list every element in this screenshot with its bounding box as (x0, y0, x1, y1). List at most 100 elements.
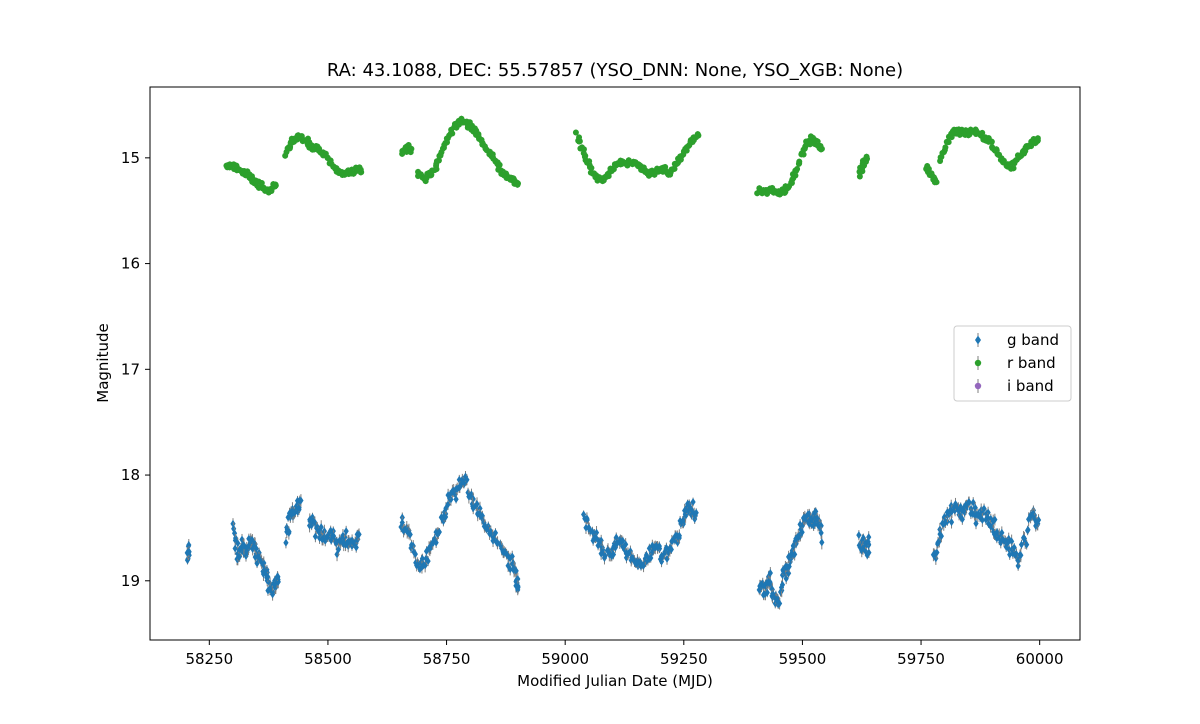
data-point (345, 542, 351, 551)
data-point (693, 508, 699, 517)
data-point (186, 547, 192, 556)
data-point (818, 528, 824, 537)
data-point (973, 519, 979, 528)
data-point (992, 515, 998, 524)
data-point (668, 545, 674, 554)
data-point (1026, 515, 1032, 524)
data-point (510, 559, 516, 568)
data-point (769, 585, 775, 594)
data-point (425, 557, 431, 566)
data-point (945, 139, 952, 146)
y-tick-label: 17 (121, 360, 140, 378)
legend: g band r band i band (953, 325, 1072, 402)
x-tick-label: 60000 (1016, 650, 1064, 668)
data-point (465, 488, 471, 497)
data-point (254, 559, 260, 568)
data-point (256, 553, 262, 562)
data-point (999, 528, 1005, 537)
legend-item: r band (974, 354, 1056, 372)
data-point (1018, 551, 1024, 560)
data-point (813, 507, 819, 516)
data-point (857, 543, 863, 552)
legend-label: i band (1007, 377, 1054, 395)
legend-box (953, 325, 1072, 402)
data-point (983, 510, 989, 519)
data-point (312, 532, 318, 541)
data-point (419, 554, 425, 563)
data-point (597, 540, 603, 549)
data-point (429, 538, 436, 547)
y-tick-label: 18 (121, 466, 140, 484)
x-tick-label: 59250 (660, 650, 708, 668)
data-point (643, 551, 650, 560)
data-point (583, 523, 589, 532)
data-point (1030, 509, 1036, 518)
data-point (610, 550, 617, 559)
data-point (491, 533, 497, 542)
data-point (1009, 537, 1015, 546)
legend-marker (975, 335, 981, 345)
data-point (451, 486, 457, 495)
data-point (1021, 534, 1028, 543)
x-tick-label: 58250 (185, 650, 233, 668)
legend-item: i band (974, 377, 1054, 395)
data-point (856, 173, 863, 180)
data-point (321, 533, 328, 542)
data-point (295, 507, 301, 516)
data-point (682, 510, 689, 519)
data-point (503, 550, 510, 559)
data-point (1024, 540, 1030, 549)
data-point (272, 576, 278, 585)
data-point (515, 583, 521, 592)
data-point (818, 146, 825, 153)
data-point (514, 180, 521, 187)
data-point (810, 512, 816, 521)
data-point (1011, 543, 1017, 552)
data-point (353, 543, 359, 552)
data-point (937, 530, 943, 539)
data-point (284, 525, 290, 534)
data-point (438, 513, 444, 522)
data-point (265, 572, 271, 581)
x-tick-label: 58500 (304, 650, 352, 668)
data-point (796, 158, 803, 165)
data-point (580, 146, 587, 153)
data-point (410, 541, 416, 550)
data-point (979, 516, 985, 525)
data-point (485, 525, 492, 534)
data-point (232, 544, 238, 553)
data-point (944, 508, 950, 517)
data-point (989, 522, 995, 531)
data-point (966, 498, 972, 507)
data-point (335, 545, 342, 554)
data-point (648, 554, 654, 563)
data-point (680, 516, 686, 525)
data-point (622, 545, 628, 554)
data-point (576, 138, 583, 145)
data-point (260, 570, 267, 579)
data-point (398, 522, 404, 531)
data-point (794, 166, 801, 173)
data-point (593, 528, 600, 537)
data-point (584, 514, 590, 523)
x-axis: 58250 58500 58750 59000 59250 59500 59750 60000 (185, 640, 1064, 668)
data-point (767, 568, 773, 577)
data-point (470, 495, 476, 504)
data-point (692, 511, 698, 520)
data-point (482, 521, 488, 530)
data-point (642, 554, 648, 563)
data-point (235, 539, 241, 548)
data-point (307, 515, 313, 524)
data-point (958, 512, 964, 521)
data-point (767, 578, 773, 587)
data-point (411, 547, 417, 556)
data-point (464, 475, 470, 484)
data-point (572, 129, 579, 136)
data-point (275, 577, 281, 586)
data-point (507, 565, 513, 574)
data-point (419, 563, 425, 572)
data-point (818, 521, 824, 530)
data-point (977, 513, 983, 522)
data-point (1015, 561, 1021, 570)
